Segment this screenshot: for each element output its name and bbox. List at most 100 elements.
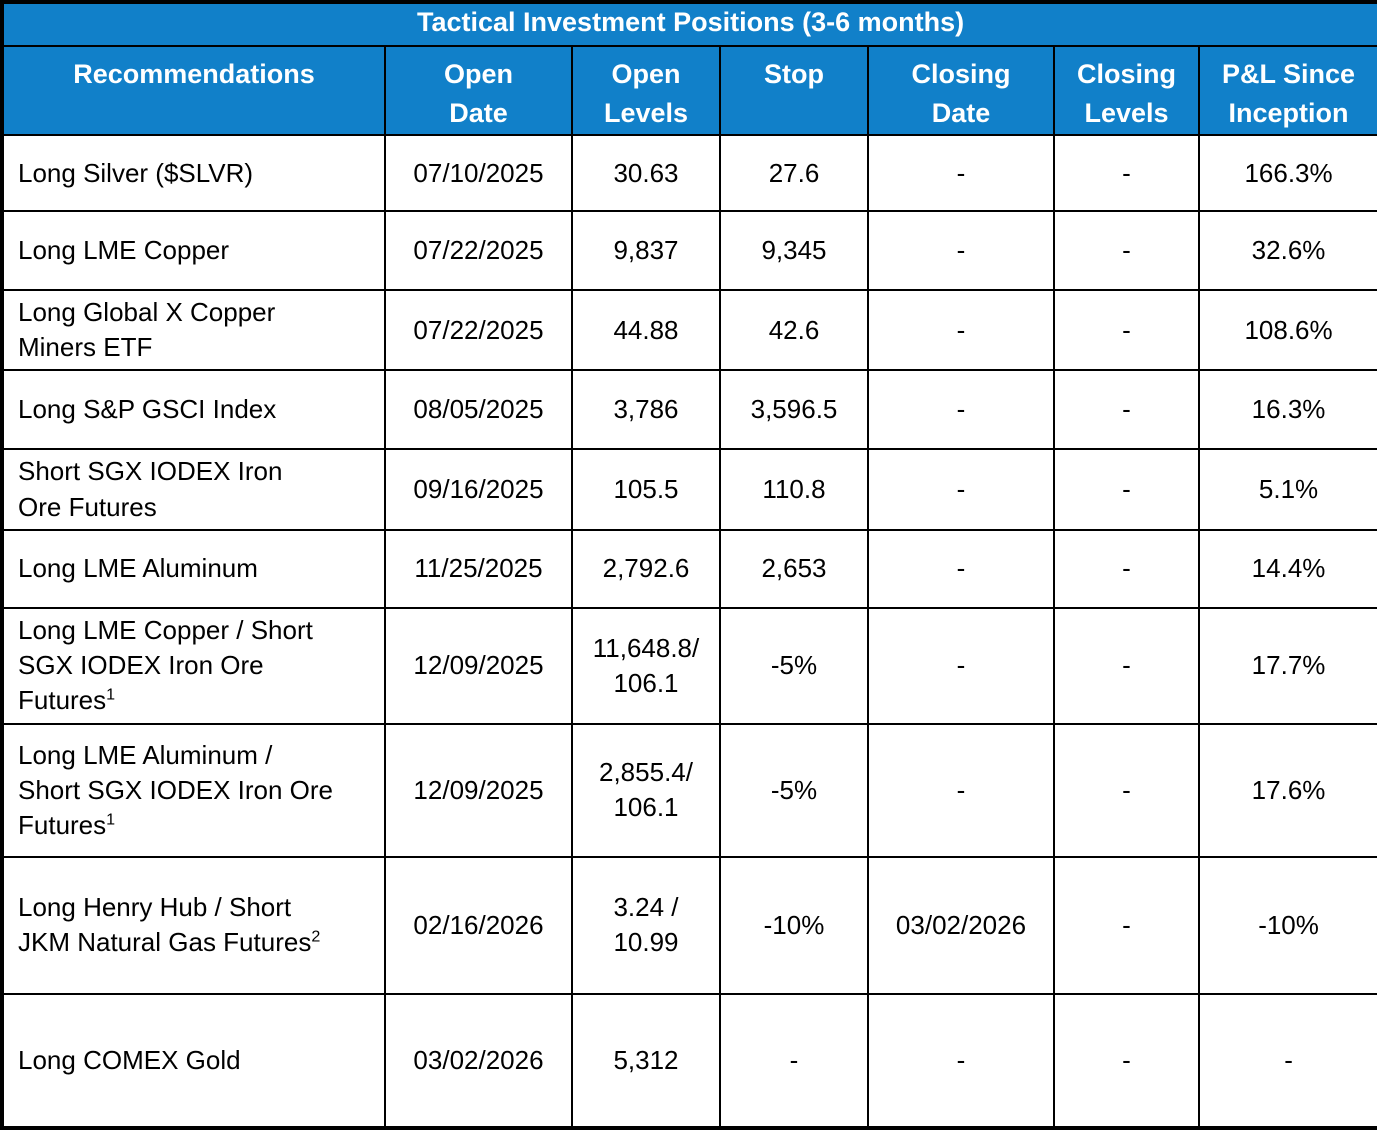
cell-open-levels: 2,855.4/ 106.1 — [571, 722, 721, 858]
cell-pnl: - — [1197, 992, 1377, 1129]
cell-open-date: 12/09/2025 — [384, 722, 573, 858]
table-row: Short SGX IODEX Iron Ore Futures 09/16/2… — [1, 448, 1377, 531]
cell-open-date: 07/22/2025 — [384, 210, 573, 292]
cell-open-levels: 11,648.8/ 106.1 — [571, 606, 721, 725]
cell-closing-date: - — [867, 606, 1055, 725]
footnote-marker: 2 — [311, 927, 321, 946]
cell-closing-levels: - — [1053, 134, 1200, 213]
cell-recommendation: Long S&P GSCI Index — [1, 369, 386, 451]
cell-stop: 3,596.5 — [719, 369, 869, 451]
cell-open-levels: 9,837 — [571, 210, 721, 292]
cell-stop: 42.6 — [719, 289, 869, 372]
column-header-stop: Stop — [719, 44, 869, 137]
cell-closing-levels: - — [1053, 448, 1200, 531]
cell-closing-levels: - — [1053, 855, 1200, 995]
table-title-row: Tactical Investment Positions (3-6 month… — [0, 1, 1377, 47]
cell-open-date: 02/16/2026 — [384, 855, 573, 995]
cell-closing-date: - — [867, 528, 1055, 609]
cell-pnl: 5.1% — [1197, 448, 1377, 531]
cell-open-levels: 3,786 — [571, 369, 721, 451]
column-header-open-date: Open Date — [384, 44, 573, 137]
cell-open-date: 12/09/2025 — [384, 606, 573, 725]
recommendation-text: Long LME Copper — [18, 235, 230, 266]
cell-stop: 110.8 — [719, 448, 869, 531]
cell-closing-date: - — [867, 210, 1055, 292]
cell-closing-levels: - — [1053, 369, 1200, 451]
table-row: Long Silver ($SLVR) 07/10/2025 30.63 27.… — [1, 134, 1377, 213]
cell-closing-levels: - — [1053, 606, 1200, 725]
column-header-pnl-since-inception: P&L Since Inception — [1197, 44, 1377, 137]
footnote-marker: 1 — [106, 685, 116, 704]
cell-closing-levels: - — [1053, 722, 1200, 858]
cell-closing-date: 03/02/2026 — [867, 855, 1055, 995]
recommendation-text: Short SGX IODEX Iron Ore Futures — [18, 456, 283, 522]
cell-closing-levels: - — [1053, 992, 1200, 1129]
cell-stop: -10% — [719, 855, 869, 995]
column-header-row: Recommendations Open Date Open Levels St… — [1, 44, 1377, 137]
cell-pnl: 108.6% — [1197, 289, 1377, 372]
cell-recommendation: Long Silver ($SLVR) — [1, 134, 386, 213]
cell-open-date: 07/22/2025 — [384, 289, 573, 372]
cell-closing-date: - — [867, 134, 1055, 213]
recommendation-text: Long Henry Hub / Short JKM Natural Gas F… — [18, 892, 312, 958]
cell-open-levels: 105.5 — [571, 448, 721, 531]
table-row: Long Henry Hub / Short JKM Natural Gas F… — [1, 855, 1377, 995]
cell-pnl: 166.3% — [1197, 134, 1377, 213]
recommendation-text: Long COMEX Gold — [18, 1044, 241, 1075]
cell-stop: -5% — [719, 606, 869, 725]
cell-closing-date: - — [867, 369, 1055, 451]
cell-closing-levels: - — [1053, 289, 1200, 372]
cell-pnl: 32.6% — [1197, 210, 1377, 292]
cell-recommendation: Short SGX IODEX Iron Ore Futures — [1, 448, 386, 531]
recommendation-text: Long Silver ($SLVR) — [18, 157, 254, 188]
cell-open-levels: 2,792.6 — [571, 528, 721, 609]
cell-pnl: 17.6% — [1197, 722, 1377, 858]
cell-stop: 2,653 — [719, 528, 869, 609]
table-row: Long S&P GSCI Index 08/05/2025 3,786 3,5… — [1, 369, 1377, 451]
cell-recommendation: Long Global X Copper Miners ETF — [1, 289, 386, 372]
cell-recommendation: Long LME Aluminum / Short SGX IODEX Iron… — [1, 722, 386, 858]
cell-pnl: 16.3% — [1197, 369, 1377, 451]
recommendation-text: Long LME Aluminum — [18, 553, 258, 584]
table-row: Long LME Aluminum 11/25/2025 2,792.6 2,6… — [1, 528, 1377, 609]
cell-recommendation: Long LME Copper / Short SGX IODEX Iron O… — [1, 606, 386, 725]
cell-pnl: 17.7% — [1197, 606, 1377, 725]
cell-open-levels: 30.63 — [571, 134, 721, 213]
column-header-recommendations: Recommendations — [1, 44, 386, 137]
recommendation-text: Long S&P GSCI Index — [18, 394, 277, 425]
cell-open-date: 08/05/2025 — [384, 369, 573, 451]
cell-stop: - — [719, 992, 869, 1129]
recommendation-text: Long LME Aluminum / Short SGX IODEX Iron… — [18, 739, 333, 840]
cell-closing-levels: - — [1053, 528, 1200, 609]
column-header-closing-levels: Closing Levels — [1053, 44, 1200, 137]
cell-open-date: 11/25/2025 — [384, 528, 573, 609]
recommendation-text: Long LME Copper / Short SGX IODEX Iron O… — [18, 615, 313, 716]
cell-closing-levels: - — [1053, 210, 1200, 292]
cell-stop: -5% — [719, 722, 869, 858]
cell-closing-date: - — [867, 289, 1055, 372]
cell-open-levels: 5,312 — [571, 992, 721, 1129]
table-title: Tactical Investment Positions (3-6 month… — [0, 1, 1377, 47]
cell-recommendation: Long LME Copper — [1, 210, 386, 292]
cell-recommendation: Long LME Aluminum — [1, 528, 386, 609]
cell-recommendation: Long Henry Hub / Short JKM Natural Gas F… — [1, 855, 386, 995]
cell-closing-date: - — [867, 992, 1055, 1129]
column-header-open-levels: Open Levels — [571, 44, 721, 137]
cell-pnl: 14.4% — [1197, 528, 1377, 609]
cell-stop: 9,345 — [719, 210, 869, 292]
cell-stop: 27.6 — [719, 134, 869, 213]
table-row: Long LME Aluminum / Short SGX IODEX Iron… — [1, 722, 1377, 858]
table-row: Long COMEX Gold 03/02/2026 5,312 - - - - — [1, 992, 1377, 1129]
table-row: Long Global X Copper Miners ETF 07/22/20… — [1, 289, 1377, 372]
cell-closing-date: - — [867, 722, 1055, 858]
cell-open-date: 03/02/2026 — [384, 992, 573, 1129]
table-row: Long LME Copper / Short SGX IODEX Iron O… — [1, 606, 1377, 725]
footnote-marker: 1 — [106, 810, 116, 829]
cell-recommendation: Long COMEX Gold — [1, 992, 386, 1129]
cell-open-date: 09/16/2025 — [384, 448, 573, 531]
cell-pnl: -10% — [1197, 855, 1377, 995]
cell-open-levels: 3.24 / 10.99 — [571, 855, 721, 995]
recommendation-text: Long Global X Copper Miners ETF — [18, 297, 276, 363]
table-row: Long LME Copper 07/22/2025 9,837 9,345 -… — [1, 210, 1377, 292]
